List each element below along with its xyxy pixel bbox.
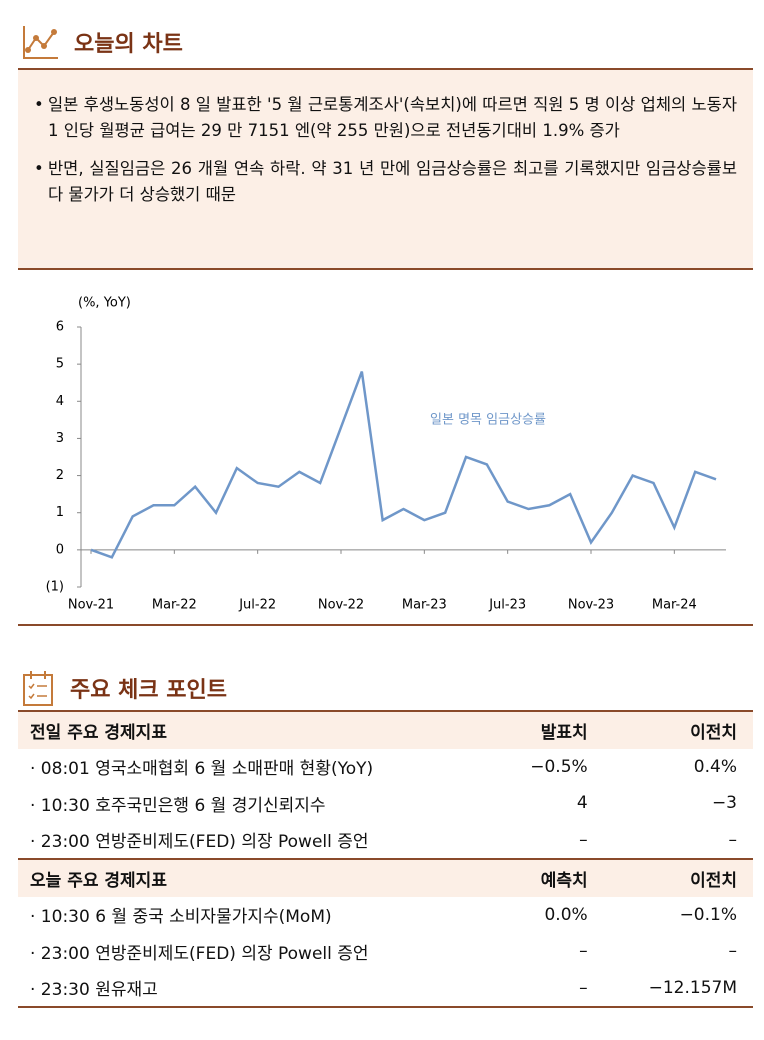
x-tick-label: Mar-24 [652, 598, 697, 613]
y-tick-label: (1) [46, 580, 64, 595]
x-tick-label: Mar-22 [152, 598, 197, 613]
cell: – [579, 941, 588, 962]
data-row: · 23:00 연방준비제도(FED) 의장 Powell 증언 – – [18, 933, 753, 970]
bullet: 반면, 실질임금은 26 개월 연속 하락. 약 31 년 만에 임금상승률은 … [34, 156, 737, 208]
y-tick-label: 6 [56, 320, 64, 335]
divider [18, 624, 753, 626]
cell: · 08:01 영국소매협회 6 월 소매판매 현황(YoY) [30, 759, 374, 780]
cell: · 23:00 연방준비제도(FED) 의장 Powell 증언 [30, 832, 369, 853]
cell: · 23:30 원유재고 [30, 980, 158, 1001]
cell: 예측치 [494, 858, 604, 897]
x-tick-label: Nov-21 [68, 598, 114, 613]
checkpoint-header: 주요 체크 포인트 [20, 668, 227, 708]
y-axis-label: (%, YoY) [78, 296, 131, 311]
x-tick-label: Nov-22 [318, 598, 364, 613]
chart: (%, YoY) (1) 0 1 2 3 4 5 6 Nov-21 Mar-22 Jul-22 Nov… [46, 296, 726, 613]
header-row: 전일 주요 경제지표 발표치 이전치 [18, 710, 753, 749]
data-row: · 23:00 연방준비제도(FED) 의장 Powell 증언 – – [18, 822, 753, 860]
cell: 발표치 [494, 710, 604, 749]
cell: 0.4% [693, 756, 737, 777]
cell: −3 [711, 793, 737, 814]
cell: – [579, 829, 588, 850]
data-line [90, 371, 717, 559]
cell: −0.1% [679, 904, 737, 925]
data-row: · 23:30 원유재고 – −12.157M [18, 970, 753, 1008]
y-tick-label: 2 [56, 468, 64, 483]
title: 오늘의 차트 [74, 32, 183, 57]
title: 주요 체크 포인트 [70, 678, 227, 703]
cell: 0.0% [544, 904, 588, 925]
y-tick-label: 0 [56, 542, 64, 557]
data-row: · 08:01 영국소매협회 6 월 소매판매 현황(YoY) −0.5% 0.4% [18, 749, 753, 786]
data-row: · 10:30 6 월 중국 소비자물가지수(MoM) 0.0% −0.1% [18, 897, 753, 934]
cell: 오늘 주요 경제지표 [18, 858, 495, 897]
cell: 이전치 [603, 710, 753, 749]
cell: −0.5% [530, 756, 588, 777]
y-tick-label: 3 [56, 431, 64, 446]
chart-header: 오늘의 차트 [20, 22, 183, 62]
data-row: · 10:30 호주국민은행 6 월 경기신뢰지수 4 −3 [18, 785, 753, 822]
cell: 4 [576, 793, 588, 814]
summary-box: 일본 후생노동성이 8 일 발표한 '5 월 근로통계조사'(속보치)에 따르면… [18, 68, 753, 270]
x-tick-label: Jul-22 [238, 598, 276, 613]
y-tick-label: 4 [56, 394, 64, 409]
cell: 이전치 [603, 858, 753, 897]
cell: – [728, 941, 738, 962]
cell: 전일 주요 경제지표 [18, 710, 495, 749]
cell: −12.157M [648, 977, 737, 998]
bullet: 일본 후생노동성이 8 일 발표한 '5 월 근로통계조사'(속보치)에 따르면… [34, 92, 737, 144]
cell: · 10:30 호주국민은행 6 월 경기신뢰지수 [30, 795, 326, 816]
indicator-table: 전일 주요 경제지표 발표치 이전치 · 08:01 영국소매협회 6 월 소매판매 … [18, 710, 753, 1008]
series-label: 일본 명목 임금상승률 [430, 412, 546, 427]
cell: · 23:00 연방준비제도(FED) 의장 Powell 증언 [30, 943, 369, 964]
y-tick-label: 5 [56, 357, 64, 372]
x-tick-label: Mar-23 [402, 598, 447, 613]
x-tick-label: Nov-23 [568, 598, 614, 613]
icon [23, 26, 58, 59]
header-row: 오늘 주요 경제지표 예측치 이전치 [18, 858, 753, 897]
x-tick-label: Jul-23 [488, 598, 526, 613]
y-tick-label: 1 [56, 505, 64, 520]
cell: – [728, 829, 738, 850]
cell: – [579, 977, 588, 998]
icon [23, 671, 53, 706]
cell: · 10:30 6 월 중국 소비자물가지수(MoM) [30, 907, 332, 928]
